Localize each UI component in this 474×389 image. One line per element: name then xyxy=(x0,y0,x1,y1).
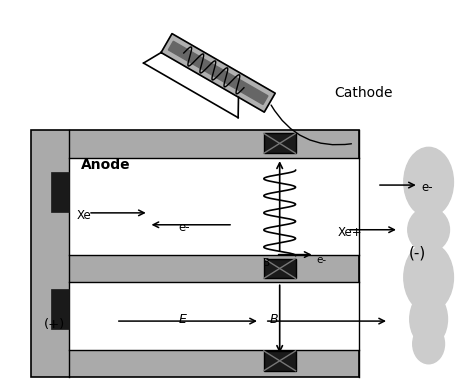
Ellipse shape xyxy=(410,292,447,347)
Bar xyxy=(264,259,296,279)
Text: Cathode: Cathode xyxy=(334,86,393,100)
Bar xyxy=(264,351,296,371)
Text: e-: e- xyxy=(317,254,327,265)
Bar xyxy=(264,133,296,153)
Bar xyxy=(51,172,69,212)
Text: B: B xyxy=(270,313,278,326)
Bar xyxy=(69,282,359,350)
Text: e-: e- xyxy=(178,221,190,234)
Text: (-): (-) xyxy=(409,245,426,260)
Ellipse shape xyxy=(408,207,449,252)
Bar xyxy=(69,158,359,254)
Bar xyxy=(51,289,69,329)
Polygon shape xyxy=(161,33,275,112)
Bar xyxy=(31,130,359,377)
Text: B: B xyxy=(263,258,270,268)
Ellipse shape xyxy=(413,324,445,364)
Text: Xe+: Xe+ xyxy=(337,226,362,239)
Ellipse shape xyxy=(404,147,454,217)
Text: e-: e- xyxy=(422,180,433,194)
Polygon shape xyxy=(168,41,268,105)
Text: Xe: Xe xyxy=(76,209,91,223)
Text: Anode: Anode xyxy=(81,158,131,172)
Text: (+): (+) xyxy=(44,317,64,331)
Text: E: E xyxy=(178,313,186,326)
Ellipse shape xyxy=(404,243,454,312)
